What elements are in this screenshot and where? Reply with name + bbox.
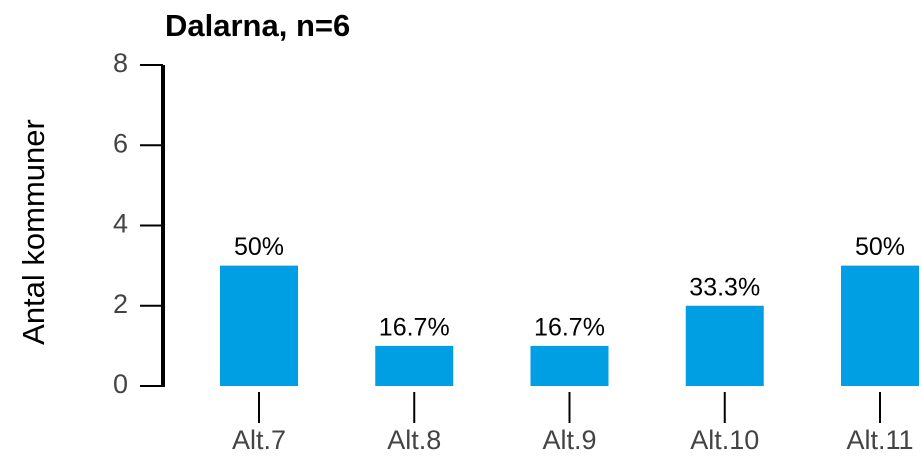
chart-title: Dalarna, n=6 [165,8,350,43]
bar [530,345,609,386]
y-tick-label: 4 [113,209,128,239]
bar [220,265,298,386]
y-tick-label: 6 [113,128,128,158]
data-label: 16.7% [379,313,450,341]
data-label: 16.7% [534,313,605,341]
bar [375,345,454,386]
x-tick-label: Alt.9 [542,425,596,455]
data-label: 33.3% [689,273,760,301]
data-label: 50% [234,233,284,261]
x-tick-label: Alt.11 [846,425,913,455]
x-tick-label: Alt.7 [232,425,286,455]
y-tick-label: 2 [113,289,128,319]
bar [841,265,919,386]
y-axis-label: Antal kommuner [16,119,51,345]
data-label: 50% [855,233,905,261]
x-tick-label: Alt.8 [387,425,441,455]
y-tick-label: 0 [113,369,128,399]
bar [685,305,764,386]
y-tick-label: 8 [113,48,128,78]
x-tick-label: Alt.10 [690,425,759,455]
